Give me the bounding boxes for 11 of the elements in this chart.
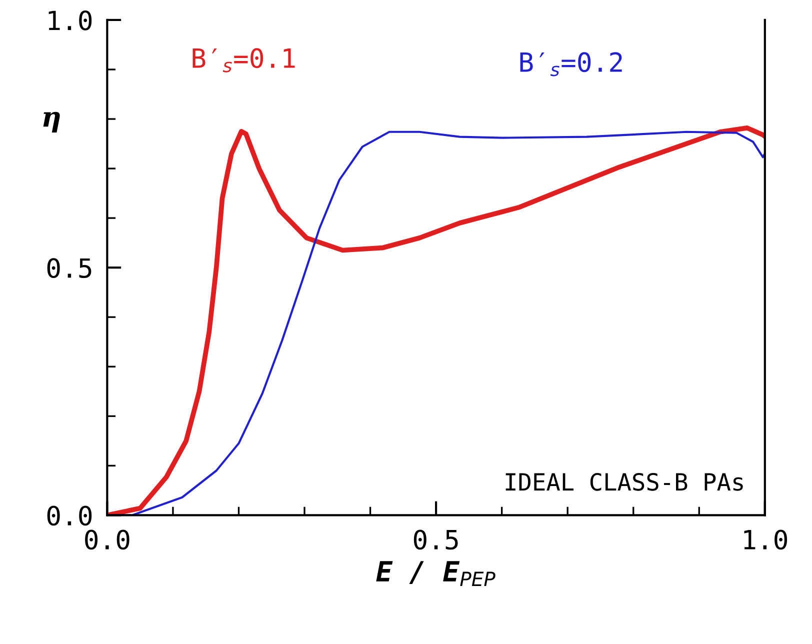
text: B′$_{s}$=0.1 <box>192 48 295 72</box>
annotation: IDEAL CLASS-B PAs <box>506 472 743 491</box>
y-tick-label: 0.5 <box>47 258 92 278</box>
text: B′$_{s}$=0.2 <box>520 52 622 76</box>
y-axis-title: η <box>43 112 60 132</box>
y-tick-label: 1.0 <box>48 10 92 30</box>
x-tick-label: 0.0 <box>85 530 130 550</box>
x-tick-label: 1.0 <box>744 530 788 550</box>
x-tick-label: 0.5 <box>414 530 458 550</box>
x-axis-title: E / E$_{PEP}$ <box>376 561 496 586</box>
y-tick-label: 0.0 <box>47 506 92 526</box>
